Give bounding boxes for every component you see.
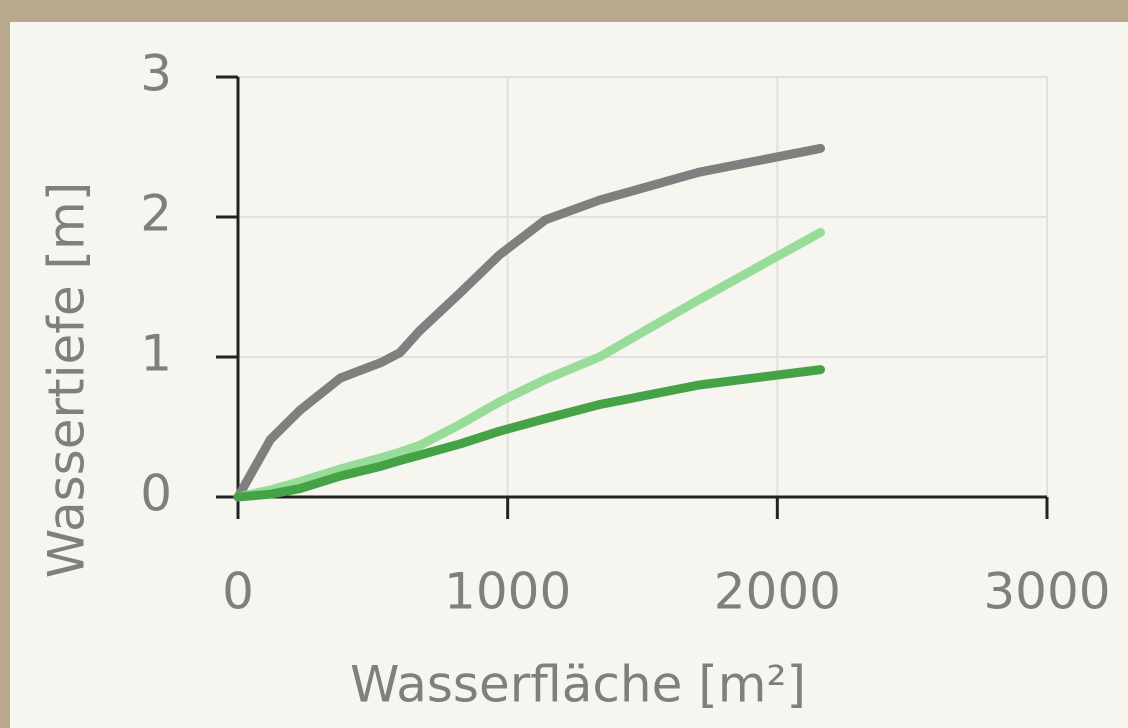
y-tick-label: 0 [140,465,172,523]
y-axis-title: Wassertiefe [m] [38,182,96,579]
x-tick-label: 3000 [983,563,1110,621]
chart: Wasserfläche [m²] Wassertiefe [m] 0 1 2 3 0 1… [0,0,1128,728]
y-tick-label: 1 [140,325,172,383]
x-tick-label: 1000 [444,563,571,621]
x-axis-title: Wasserfläche [m²] [350,656,806,714]
x-tick-label: 2000 [714,563,841,621]
page: {"chart_data": {"type": "line", "x_label… [0,0,1128,728]
y-tick-label: 2 [140,185,172,243]
y-tick-label: 3 [140,45,172,103]
x-tick-label: 0 [222,563,254,621]
chart-panel [10,22,1128,728]
